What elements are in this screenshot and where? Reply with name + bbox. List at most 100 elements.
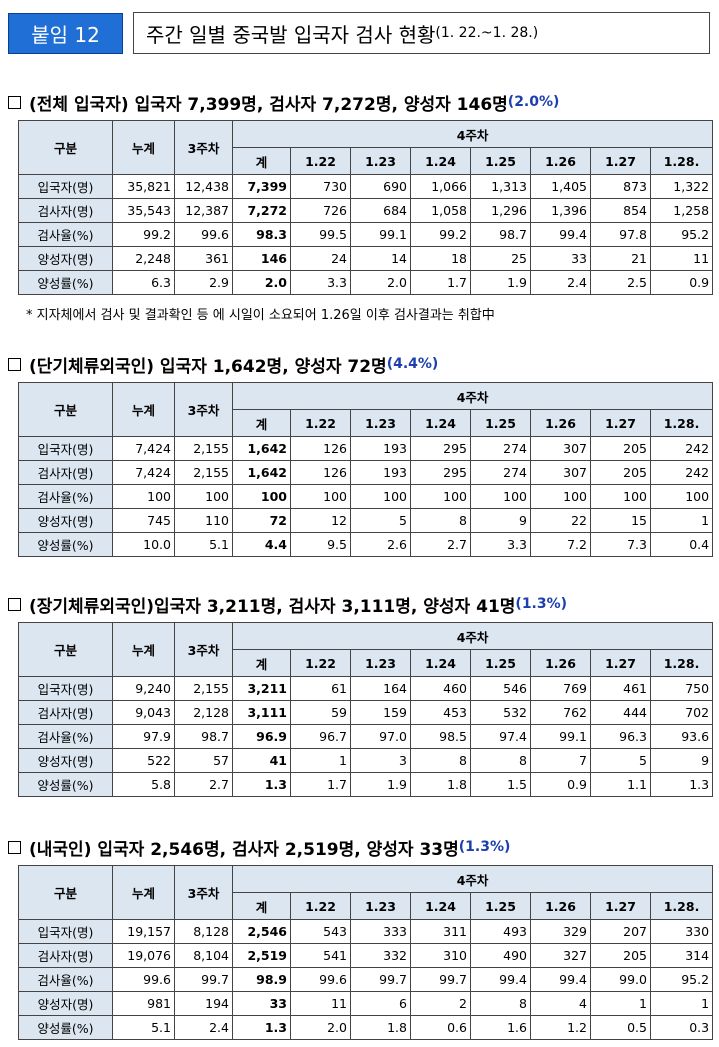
cell-week4-total: 2,546 — [232, 919, 291, 944]
cell-day: 97.8 — [590, 222, 651, 247]
cell-cumulative: 19,157 — [112, 919, 175, 944]
cell-week3: 194 — [174, 991, 233, 1016]
cell-day: 25 — [470, 246, 531, 271]
cell-week4-total: 41 — [232, 748, 291, 773]
header-date: 1.22 — [290, 892, 351, 920]
cell-day: 99.5 — [290, 222, 351, 247]
table-subheader-row: 계 1.22 1.23 1.24 1.25 1.26 1.27 1.28. — [19, 147, 714, 175]
header-date: 1.23 — [350, 147, 411, 175]
cell-week4-total: 33 — [232, 991, 291, 1016]
cell-day: 93.6 — [649, 724, 714, 749]
cell-week3: 2,155 — [174, 676, 233, 701]
row-label: 검사율(%) — [18, 724, 113, 749]
cell-cumulative: 9,043 — [112, 700, 175, 725]
cell-day: 769 — [530, 676, 591, 701]
cell-week4-total: 1.3 — [232, 772, 291, 797]
cell-cumulative: 10.0 — [112, 532, 175, 557]
table-header-row: 구분 누계 3주차 4주차 — [18, 120, 714, 175]
cell-day: 490 — [470, 943, 531, 968]
cell-day: 1,058 — [410, 198, 471, 223]
cell-day: 726 — [290, 198, 351, 223]
cell-day: 310 — [410, 943, 471, 968]
cell-day: 205 — [590, 943, 651, 968]
cell-day: 100 — [530, 484, 591, 509]
cell-day: 2.5 — [590, 270, 651, 295]
cell-day: 1,066 — [410, 174, 471, 199]
data-table: 구분 누계 3주차 4주차 계 1.22 1.23 1.24 1.25 1.26 1.27 1.28.… — [18, 865, 714, 1040]
row-label: 양성자(명) — [18, 508, 113, 533]
cell-week4-total: 96.9 — [232, 724, 291, 749]
cell-day: 730 — [290, 174, 351, 199]
cell-week3: 110 — [174, 508, 233, 533]
header-date: 1.22 — [290, 147, 351, 175]
cell-day: 95.2 — [649, 222, 714, 247]
page-title-period: (1. 22.~1. 28.) — [435, 25, 539, 41]
row-label: 양성률(%) — [18, 532, 113, 557]
cell-cumulative: 99.2 — [112, 222, 175, 247]
header-date: 1.23 — [350, 892, 411, 920]
cell-day: 97.0 — [350, 724, 411, 749]
cell-day: 1.7 — [290, 772, 351, 797]
header-date: 1.22 — [290, 649, 351, 677]
header-week4: 4주차 — [231, 622, 714, 650]
cell-day: 0.9 — [530, 772, 591, 797]
header-date: 1.22 — [290, 409, 351, 437]
row-label: 검사율(%) — [18, 967, 113, 992]
row-label: 입국자(명) — [18, 676, 113, 701]
cell-day: 1.6 — [470, 1015, 531, 1040]
cell-cumulative: 5.8 — [112, 772, 175, 797]
cell-day: 97.4 — [470, 724, 531, 749]
cell-day: 126 — [290, 460, 351, 485]
cell-day: 684 — [350, 198, 411, 223]
cell-day: 5 — [590, 748, 651, 773]
cell-week4-total: 98.3 — [232, 222, 291, 247]
data-table: 구분 누계 3주차 4주차 계 1.22 1.23 1.24 1.25 1.26 1.27 1.28.… — [18, 622, 714, 797]
cell-day: 99.0 — [590, 967, 651, 992]
cell-day: 461 — [590, 676, 651, 701]
cell-day: 307 — [530, 436, 591, 461]
header-date: 1.27 — [590, 649, 651, 677]
cell-day: 1.9 — [470, 270, 531, 295]
cell-week4-total: 3,111 — [232, 700, 291, 725]
header-total: 계 — [232, 649, 291, 677]
cell-cumulative: 97.9 — [112, 724, 175, 749]
cell-day: 33 — [530, 246, 591, 271]
cell-day: 59 — [290, 700, 351, 725]
cell-week3: 2,128 — [174, 700, 233, 725]
cell-week4-total: 2,519 — [232, 943, 291, 968]
cell-day: 99.2 — [410, 222, 471, 247]
table-row: 검사율(%) 99.6 99.7 98.9 99.6 99.7 99.7 99.4 99.4 99… — [18, 967, 714, 992]
cell-week4-total: 3,211 — [232, 676, 291, 701]
section-title-main: (내국인) 입국자 2,546명, 검사자 2,519명, 양성자 33명 — [29, 839, 459, 860]
cell-day: 96.7 — [290, 724, 351, 749]
header-total: 계 — [232, 409, 291, 437]
header-date: 1.28. — [649, 409, 714, 437]
cell-day: 99.1 — [350, 222, 411, 247]
section-title-main: (단기체류외국인) 입국자 1,642명, 양성자 72명 — [29, 356, 387, 377]
page-title-text: 주간 일별 중국발 입국자 검사 현황 — [146, 22, 436, 47]
header-date: 1.24 — [410, 147, 471, 175]
cell-day: 7.2 — [530, 532, 591, 557]
header-week4: 4주차 — [231, 120, 714, 148]
header-date: 1.28. — [649, 892, 714, 920]
cell-cumulative: 6.3 — [112, 270, 175, 295]
cell-cumulative: 100 — [112, 484, 175, 509]
cell-cumulative: 35,821 — [112, 174, 175, 199]
section-title: (단기체류외국인) 입국자 1,642명, 양성자 72명 (4.4%) — [8, 352, 438, 377]
cell-day: 9.5 — [290, 532, 351, 557]
section-title: (내국인) 입국자 2,546명, 검사자 2,519명, 양성자 33명 (1.… — [8, 835, 510, 860]
cell-week4-total: 4.4 — [232, 532, 291, 557]
cell-week4-total: 7,272 — [232, 198, 291, 223]
cell-day: 98.5 — [410, 724, 471, 749]
cell-cumulative: 2,248 — [112, 246, 175, 271]
cell-cumulative: 5.1 — [112, 1015, 175, 1040]
cell-day: 12 — [290, 508, 351, 533]
header-date: 1.28. — [649, 147, 714, 175]
table-row: 양성자(명) 745 110 72 12 5 8 9 22 15 1 — [18, 508, 714, 533]
cell-week3: 2.7 — [174, 772, 233, 797]
cell-day: 327 — [530, 943, 591, 968]
cell-day: 14 — [350, 246, 411, 271]
cell-day: 100 — [590, 484, 651, 509]
header-date: 1.23 — [350, 409, 411, 437]
cell-week4-total: 72 — [232, 508, 291, 533]
